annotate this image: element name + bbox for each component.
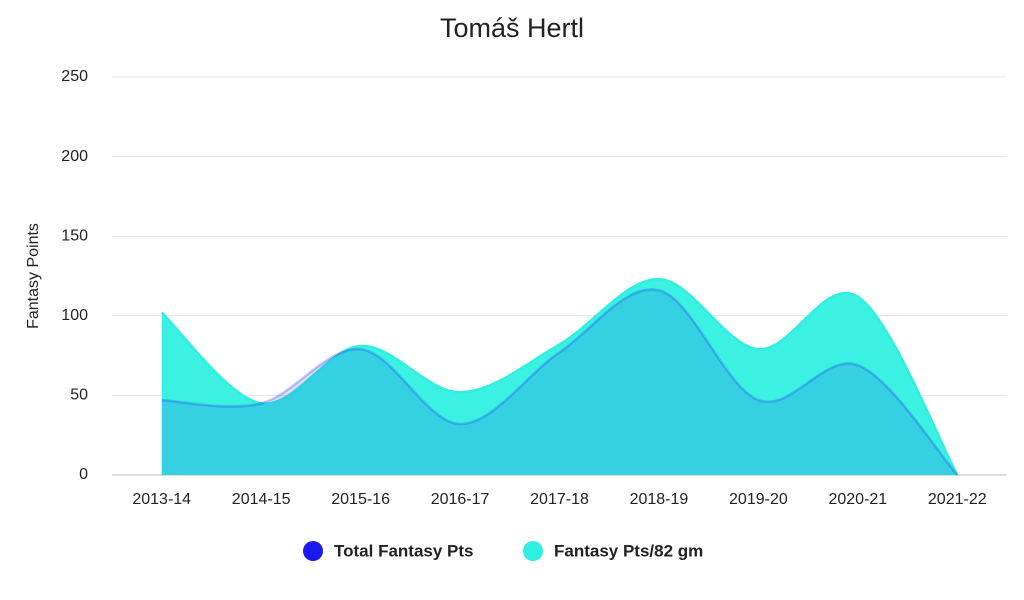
y-axis-label: Fantasy Points xyxy=(25,223,42,329)
area xyxy=(161,289,958,475)
y-tick-label: 100 xyxy=(61,307,88,324)
y-tick-label: 50 xyxy=(70,387,88,404)
x-tick-label: 2020-21 xyxy=(828,491,887,508)
y-tick-label: 0 xyxy=(79,466,88,483)
legend-label: Total Fantasy Pts xyxy=(334,541,474,560)
y-tick-label: 150 xyxy=(61,227,88,244)
chart-title: Tomáš Hertl xyxy=(440,13,584,43)
x-tick-label: 2016-17 xyxy=(431,491,490,508)
y-tick-label: 200 xyxy=(61,148,88,165)
x-tick-label: 2021-22 xyxy=(928,491,987,508)
x-tick-label: 2018-19 xyxy=(630,491,689,508)
x-tick-label: 2019-20 xyxy=(729,491,788,508)
area xyxy=(161,279,958,475)
legend-label: Fantasy Pts/82 gm xyxy=(554,541,703,560)
legend-marker xyxy=(523,541,543,561)
area-line xyxy=(161,288,959,476)
x-tick-label: 2013-14 xyxy=(132,491,191,508)
area-line xyxy=(160,277,959,476)
areas xyxy=(160,277,959,476)
x-tick-label: 2014-15 xyxy=(232,491,291,508)
labels: 0 50 100 150 200 250 2013-14 2014-15 2015-16 2016… xyxy=(61,68,987,561)
y-tick-label: 250 xyxy=(61,68,88,85)
legend-marker xyxy=(303,541,323,561)
x-tick-label: 2017-18 xyxy=(530,491,589,508)
x-tick-label: 2015-16 xyxy=(331,491,390,508)
